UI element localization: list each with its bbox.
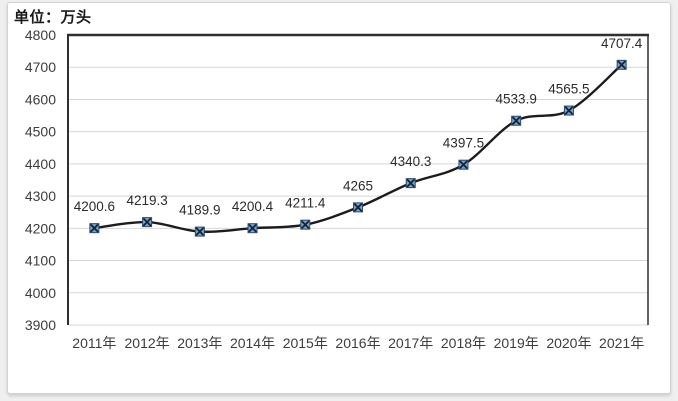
x-tick-label: 2012年 [125, 335, 170, 351]
data-label: 4533.9 [496, 92, 537, 107]
marker-x-icon [248, 224, 257, 233]
x-tick-label: 2021年 [599, 335, 644, 351]
marker-x-icon [512, 116, 521, 125]
data-label: 4397.5 [443, 136, 484, 151]
y-tick-label: 4100 [25, 253, 56, 269]
x-tick-label: 2011年 [72, 335, 116, 351]
marker-x-icon [617, 60, 626, 69]
y-tick-label: 4500 [25, 124, 56, 140]
marker-x-icon [90, 224, 99, 233]
y-tick-label: 4300 [25, 188, 56, 204]
x-tick-label: 2018年 [441, 335, 486, 351]
x-tick-label: 2016年 [335, 335, 380, 351]
x-tick-label: 2013年 [177, 335, 222, 351]
marker-x-icon [301, 220, 310, 229]
x-tick-label: 2015年 [283, 335, 328, 351]
y-tick-label: 3900 [25, 317, 56, 333]
data-label: 4340.3 [390, 154, 431, 169]
unit-label: 单位：万头 [14, 9, 92, 26]
data-label: 4189.9 [179, 203, 220, 218]
marker-x-icon [195, 227, 204, 236]
data-label: 4265 [343, 178, 373, 193]
y-tick-label: 4600 [25, 91, 56, 107]
y-tick-label: 4700 [25, 59, 56, 75]
marker-x-icon [459, 160, 468, 169]
x-tick-label: 2014年 [230, 335, 275, 351]
marker-x-icon [564, 106, 574, 115]
marker-x-icon [142, 218, 152, 227]
data-label: 4219.3 [126, 193, 167, 208]
data-label: 4200.6 [74, 199, 115, 214]
y-tick-label: 4400 [25, 156, 56, 172]
marker-x-icon [406, 179, 415, 188]
marker-x-icon [353, 203, 363, 212]
y-tick-label: 4000 [25, 285, 56, 301]
data-label: 4707.4 [601, 36, 643, 51]
y-tick-label: 4800 [25, 27, 56, 43]
x-tick-label: 2020年 [546, 335, 591, 351]
data-label: 4200.4 [232, 199, 274, 214]
x-tick-label: 2019年 [494, 335, 539, 351]
data-label: 4565.5 [548, 82, 589, 97]
data-label: 4211.4 [285, 196, 326, 211]
x-tick-label: 2017年 [388, 335, 433, 351]
y-tick-label: 4200 [25, 220, 56, 236]
